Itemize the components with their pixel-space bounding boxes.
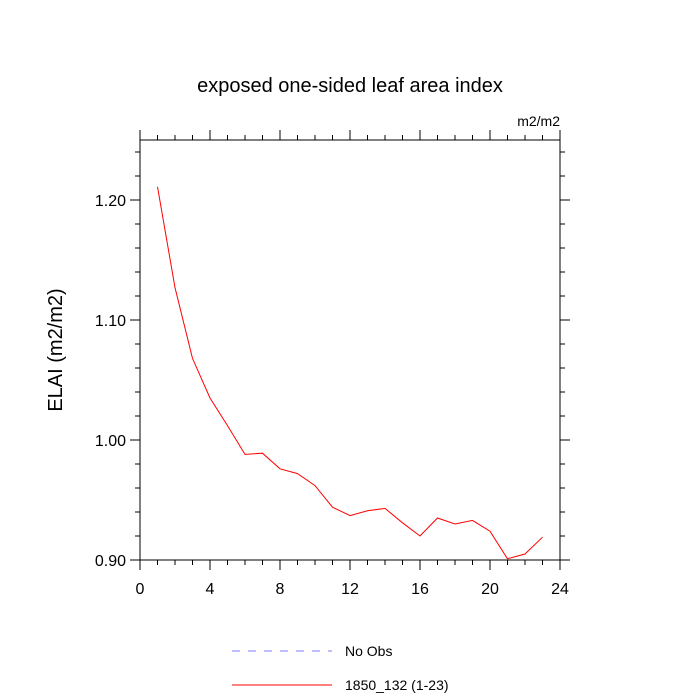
y-tick-label: 0.90 <box>95 553 126 570</box>
y-tick-label: 1.20 <box>95 193 126 210</box>
legend-label: 1850_132 (1-23) <box>345 677 449 693</box>
x-tick-label: 20 <box>481 581 499 598</box>
units-label: m2/m2 <box>517 113 560 129</box>
series-line <box>157 186 543 560</box>
axis-tick-labels: 0 4 8 12 16 20 24 0.90 1.00 1.10 1.20 <box>95 193 569 598</box>
x-tick-label: 8 <box>276 581 285 598</box>
plot-frame <box>139 139 561 561</box>
chart-title: exposed one-sided leaf area index <box>197 75 503 97</box>
x-tick-label: 24 <box>551 581 569 598</box>
x-tick-label: 4 <box>206 581 215 598</box>
x-tick-label: 16 <box>411 581 429 598</box>
x-tick-label: 12 <box>341 581 359 598</box>
y-tick-label: 1.00 <box>95 433 126 450</box>
data-series <box>157 186 543 560</box>
y-tick-label: 1.10 <box>95 313 126 330</box>
legend-label: No Obs <box>345 643 392 659</box>
legend: No Obs 1850_132 (1-23) <box>232 643 449 693</box>
x-tick-label: 0 <box>136 581 145 598</box>
y-axis-label: ELAI (m2/m2) <box>45 288 67 411</box>
axis-ticks <box>130 130 570 570</box>
